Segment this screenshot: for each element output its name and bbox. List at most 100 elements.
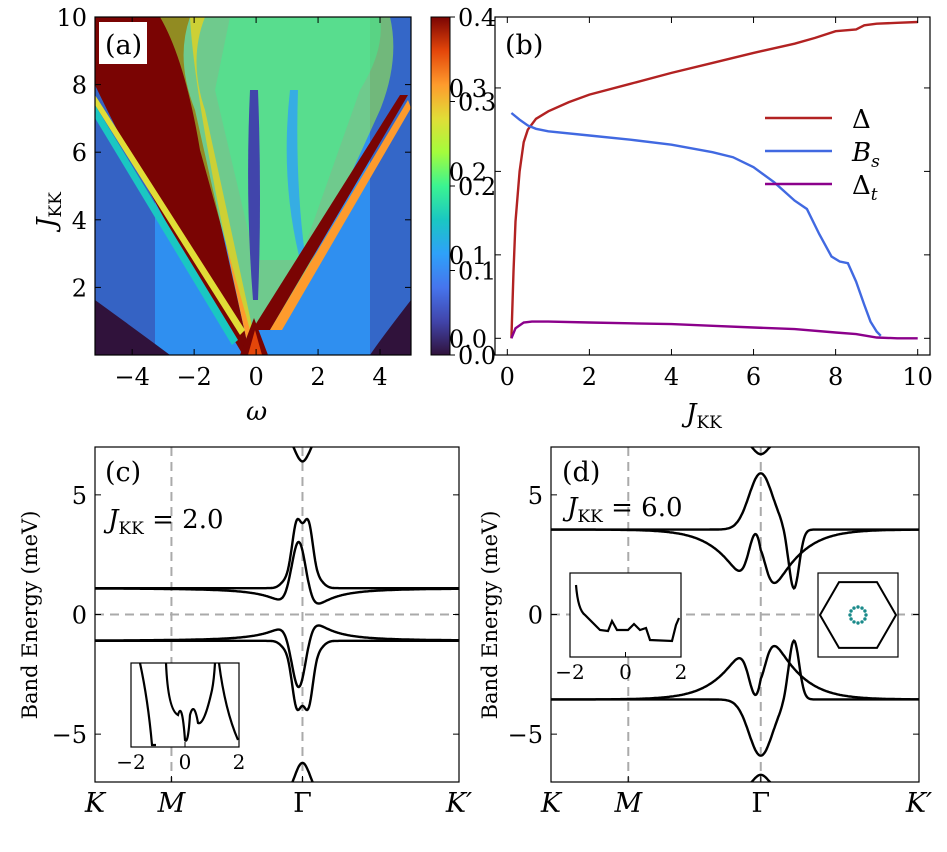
- k-label-M: M: [157, 788, 187, 819]
- panel-label-a: (a): [105, 30, 142, 61]
- svg-text:JKK: JKK: [32, 192, 66, 233]
- heatmap-branch-right-fringe: [270, 100, 411, 330]
- ytick-label-a: 2: [72, 274, 87, 302]
- heatmap-dark-corner-left: [95, 300, 170, 355]
- bands-c: [95, 447, 459, 782]
- bz-inset-frame: [817, 572, 899, 658]
- panel-label-b: (b): [505, 30, 543, 61]
- inset-xtick-label: 0: [619, 660, 632, 684]
- inset-xtick-label: −2: [116, 750, 145, 774]
- ytick-label-b: 0.3: [449, 75, 487, 103]
- bz-point: [849, 617, 853, 621]
- ytick-label-b: 0.0: [449, 325, 487, 353]
- ylabel-a: JKK: [32, 192, 66, 233]
- ticks-d: −5 0 5 K M Γ K′: [508, 482, 933, 819]
- heatmap-streak-right: [286, 90, 305, 260]
- ytick-label: −5: [508, 721, 543, 749]
- colorbar-tick-label: 0.4: [458, 4, 496, 32]
- series-line-Δ_t: [510, 320, 918, 340]
- bz-point: [852, 606, 856, 610]
- xlabel-a: ω: [246, 397, 267, 427]
- ticks-a: −4 −2 0 2 4 2 4 6 8 10: [56, 4, 411, 391]
- ytick-label-a: 8: [72, 72, 87, 100]
- xtick-label-a: 0: [248, 363, 263, 391]
- xtick-label-a: 2: [310, 363, 325, 391]
- bz-point: [856, 605, 860, 609]
- xtick-label-a: −2: [176, 363, 211, 391]
- k-label-K: K: [540, 788, 563, 819]
- heatmap-saturated-left: [95, 17, 250, 355]
- panel-c: −5 0 5 K M Γ K′ (c) JKK = 2.0 Band Energy (meV…: [18, 446, 472, 819]
- heatmap-streak-center: [248, 90, 260, 300]
- svg-text:Band Energy (meV): Band Energy (meV): [478, 511, 502, 720]
- series-line-Δ: [510, 20, 918, 339]
- bz-point: [863, 609, 867, 613]
- brillouin-zone-inset: [817, 572, 899, 658]
- svg-text:Band Energy (meV): Band Energy (meV): [18, 511, 42, 720]
- axes-frame-b: [494, 16, 931, 356]
- band-lower-inner: [551, 644, 919, 701]
- series-lines-b: [510, 20, 918, 340]
- inset-xtick-label: 2: [233, 750, 246, 774]
- colorbar-tick-label: 0.2: [458, 173, 496, 201]
- bz-point: [860, 606, 864, 610]
- heatmap-cone-edge-left-cyan: [95, 105, 238, 345]
- bz-point: [849, 609, 853, 613]
- bz-point: [863, 617, 867, 621]
- ytick-label-a: 10: [56, 4, 87, 32]
- xtick-label-a: 4: [372, 363, 387, 391]
- bz-point: [864, 613, 868, 617]
- series-line-B_s: [510, 112, 882, 337]
- legend-label: Δ: [852, 105, 871, 135]
- heatmap-apex-core: [248, 330, 262, 355]
- band-lower-inner: [95, 624, 459, 689]
- inset-xtick-label: 0: [179, 750, 192, 774]
- panel-label-d: (d): [562, 457, 600, 488]
- inset-xtick-label: 2: [675, 660, 688, 684]
- band-upper-inner: [551, 528, 919, 585]
- panel-d: −5 0 5 K M Γ K′ (d) JKK = 6.0 Band Energy (meV…: [478, 446, 933, 819]
- inset-dos-line: [138, 662, 240, 747]
- xtick-label-b: 2: [582, 363, 597, 391]
- xtick-label-b: 4: [664, 363, 679, 391]
- xlabel-b: JKK: [681, 399, 722, 433]
- k-label-M: M: [613, 788, 643, 819]
- colorbar: [430, 16, 451, 356]
- k-label-Γ: Γ: [751, 788, 770, 819]
- ytick-label: 0: [72, 602, 87, 630]
- ytick-label-a: 6: [72, 139, 87, 167]
- heatmap-branch-right: [252, 95, 408, 330]
- band-upper-inner: [95, 540, 459, 605]
- ytick-label: −5: [52, 721, 87, 749]
- annotation-d: JKK = 6.0: [562, 493, 683, 527]
- colorbar-ticks: 0.0 0.1 0.2 0.3 0.4: [450, 4, 496, 370]
- ytick-label: 0: [528, 602, 543, 630]
- ytick-label-b: 0.2: [449, 158, 487, 186]
- annotation-c: JKK = 2.0: [103, 505, 224, 539]
- inset-c: −2 0 2: [116, 662, 246, 774]
- inset-xtick-label: −2: [555, 660, 584, 684]
- legend-label: Δt: [852, 171, 878, 205]
- ytick-label: 5: [72, 482, 87, 510]
- bz-point: [856, 621, 860, 625]
- bz-hexagon: [818, 581, 898, 649]
- ytick-label-b: 0.1: [449, 242, 487, 270]
- ytick-label: 5: [528, 482, 543, 510]
- xtick-label-b: 8: [828, 363, 843, 391]
- bz-point: [852, 620, 856, 624]
- heatmap-cone-interior: [160, 17, 394, 330]
- inset-frame: [569, 572, 682, 658]
- inset-d: −2 0 2: [555, 572, 688, 684]
- xtick-label-b: 0: [500, 363, 515, 391]
- ytick-label-a: 4: [72, 207, 87, 235]
- ylabel-c: Band Energy (meV): [18, 511, 42, 720]
- heatmap-cone-edge-left: [95, 95, 245, 335]
- bz-point: [860, 620, 864, 624]
- ylabel-d: Band Energy (meV): [478, 511, 502, 720]
- panel-label-box-a: [99, 22, 147, 64]
- k-label-Γ: Γ: [293, 788, 312, 819]
- xtick-label-a: −4: [114, 363, 149, 391]
- panel-label-c: (c): [105, 457, 141, 488]
